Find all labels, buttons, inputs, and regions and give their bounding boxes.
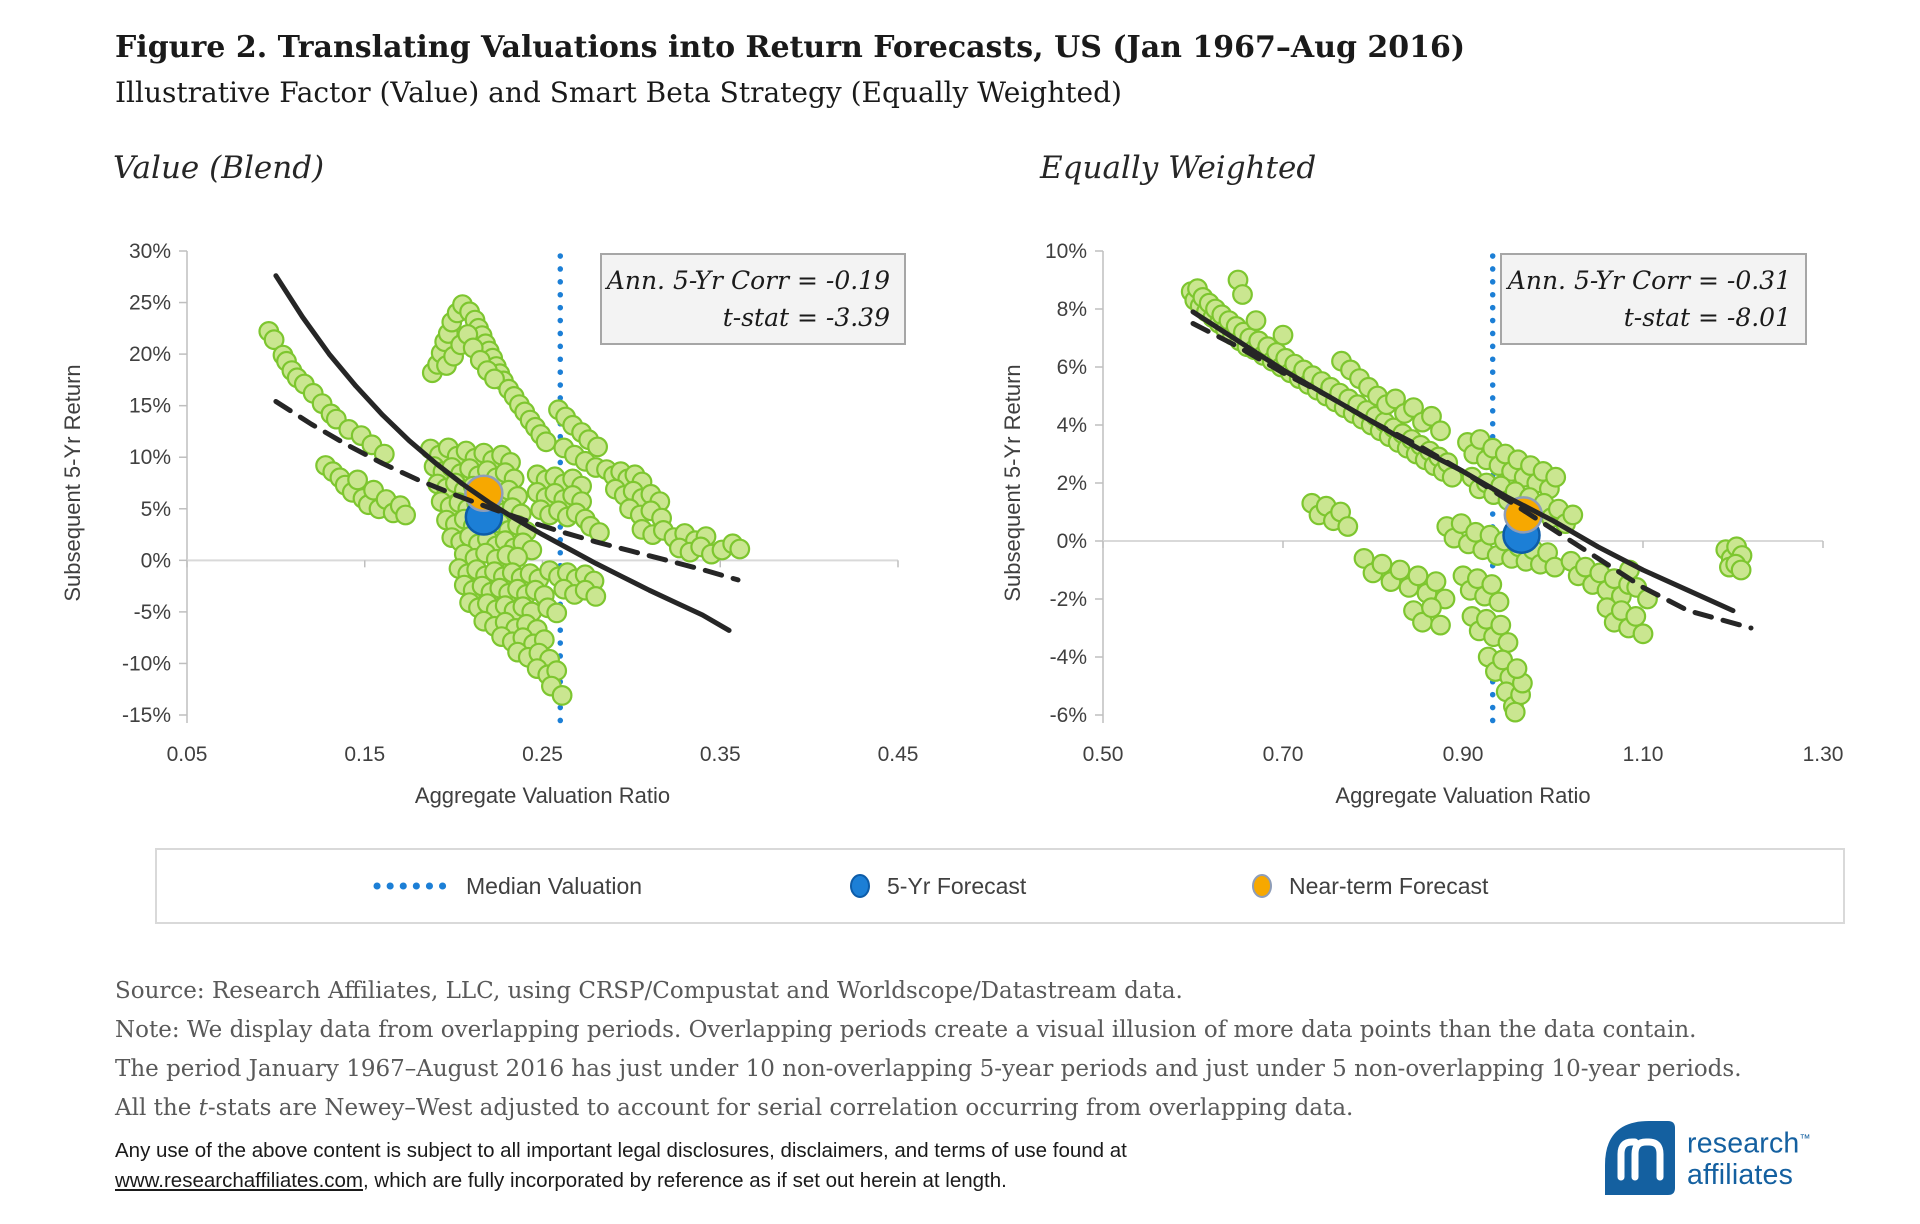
near-term-forecast-dot bbox=[464, 474, 504, 513]
axes: 10% 8% 6% 4% 2% 0% -2% -4% -6% 0.50 0.70 0.90 1.10 1.… bbox=[1000, 240, 1843, 808]
legend-item-median-valuation: Median Valuation bbox=[372, 850, 642, 922]
svg-text:30%: 30% bbox=[129, 240, 171, 263]
svg-text:0%: 0% bbox=[141, 549, 171, 572]
value-blend-scatter-chart: 30% 25% 20% 15% 10% 5% 0% -5% -10% -15% 0.05 0.15 0.… bbox=[60, 240, 918, 808]
source-notes: Source: Research Affiliates, LLC, using … bbox=[115, 972, 1742, 1128]
svg-text:1.30: 1.30 bbox=[1803, 743, 1844, 766]
svg-text:2%: 2% bbox=[1057, 472, 1087, 495]
svg-text:0.05: 0.05 bbox=[167, 743, 208, 766]
blue-dot-icon bbox=[850, 874, 870, 898]
legend-label: Median Valuation bbox=[466, 872, 643, 899]
svg-text:-5%: -5% bbox=[134, 601, 171, 624]
note-line: All the t-stats are Newey–West adjusted … bbox=[115, 1095, 1354, 1121]
svg-text:25%: 25% bbox=[129, 292, 171, 315]
logo-wordmark: research™ affiliates bbox=[1687, 1127, 1811, 1191]
trademark-symbol: ™ bbox=[1799, 1133, 1811, 1145]
legend-item-near-term-forecast: Near-term Forecast bbox=[1249, 850, 1488, 922]
chart-title-value-blend: Value (Blend) bbox=[113, 150, 325, 186]
chart-title-equally-weighted: Equally Weighted bbox=[1040, 150, 1317, 186]
legal-line: www.researchaffiliates.com, which are fu… bbox=[115, 1169, 1007, 1192]
svg-text:-6%: -6% bbox=[1050, 704, 1087, 727]
figure-title: Figure 2. Translating Valuations into Re… bbox=[115, 30, 1466, 65]
svg-text:-4%: -4% bbox=[1050, 646, 1087, 669]
research-affiliates-logo: research™ affiliates bbox=[1605, 1121, 1811, 1195]
note-line: Note: We display data from overlapping p… bbox=[115, 1017, 1697, 1043]
svg-text:0.45: 0.45 bbox=[878, 743, 919, 766]
correlation-stat: Ann. 5-Yr Corr = -0.31 bbox=[1507, 266, 1791, 295]
svg-text:4%: 4% bbox=[1057, 414, 1087, 437]
forecast-markers bbox=[1502, 496, 1544, 554]
svg-text:Aggregate Valuation Ratio: Aggregate Valuation Ratio bbox=[415, 783, 670, 808]
svg-text:Aggregate Valuation Ratio: Aggregate Valuation Ratio bbox=[1335, 783, 1590, 808]
legal-line: Any use of the above content is subject … bbox=[115, 1139, 1127, 1162]
svg-text:10%: 10% bbox=[1045, 240, 1087, 263]
legend-item-5yr-forecast: 5-Yr Forecast bbox=[847, 850, 1026, 922]
svg-text:0.70: 0.70 bbox=[1263, 743, 1304, 766]
svg-text:5%: 5% bbox=[141, 498, 171, 521]
svg-text:8%: 8% bbox=[1057, 298, 1087, 321]
legal-disclaimer: Any use of the above content is subject … bbox=[115, 1136, 1127, 1196]
svg-text:0.25: 0.25 bbox=[522, 743, 563, 766]
fit-curves bbox=[273, 273, 741, 633]
svg-text:6%: 6% bbox=[1057, 356, 1087, 379]
fit-curves bbox=[1190, 309, 1754, 631]
solid-fit-curve bbox=[273, 273, 732, 633]
ra-logo-icon bbox=[1605, 1121, 1675, 1195]
svg-text:-2%: -2% bbox=[1050, 588, 1087, 611]
svg-text:Subsequent 5-Yr Return: Subsequent 5-Yr Return bbox=[60, 364, 85, 601]
dotted-line-icon bbox=[373, 882, 451, 890]
t-stat: t-stat = -8.01 bbox=[1623, 303, 1791, 332]
svg-text:10%: 10% bbox=[129, 446, 171, 469]
t-stat: t-stat = -3.39 bbox=[722, 303, 890, 332]
svg-text:0.35: 0.35 bbox=[700, 743, 741, 766]
svg-text:0.90: 0.90 bbox=[1443, 743, 1484, 766]
annotation-box-equally-weighted: Ann. 5-Yr Corr = -0.31 t-stat = -8.01 bbox=[1500, 253, 1807, 345]
svg-text:Subsequent 5-Yr Return: Subsequent 5-Yr Return bbox=[1000, 364, 1025, 601]
source-line: Source: Research Affiliates, LLC, using … bbox=[115, 978, 1183, 1004]
legend-label: Near-term Forecast bbox=[1289, 872, 1489, 899]
svg-text:-10%: -10% bbox=[122, 652, 171, 675]
svg-text:0.15: 0.15 bbox=[344, 743, 385, 766]
dashed-fit-curve bbox=[273, 399, 741, 583]
annotation-box-value-blend: Ann. 5-Yr Corr = -0.19 t-stat = -3.39 bbox=[600, 253, 906, 345]
svg-text:15%: 15% bbox=[129, 395, 171, 418]
equally-weighted-scatter-chart: 10% 8% 6% 4% 2% 0% -2% -4% -6% 0.50 0.70 0.90 1.10 1.… bbox=[1000, 240, 1843, 808]
svg-text:20%: 20% bbox=[129, 343, 171, 366]
correlation-stat: Ann. 5-Yr Corr = -0.19 bbox=[606, 266, 890, 295]
svg-text:0.50: 0.50 bbox=[1083, 743, 1124, 766]
researchaffiliates-link[interactable]: www.researchaffiliates.com bbox=[115, 1169, 363, 1192]
svg-text:0%: 0% bbox=[1057, 530, 1087, 553]
axes: 30% 25% 20% 15% 10% 5% 0% -5% -10% -15% 0.05 0.15 0.… bbox=[60, 240, 918, 808]
orange-dot-icon bbox=[1252, 874, 1272, 898]
legend-label: 5-Yr Forecast bbox=[887, 872, 1027, 899]
svg-text:-15%: -15% bbox=[122, 704, 171, 727]
svg-text:1.10: 1.10 bbox=[1623, 743, 1664, 766]
figure-subtitle: Illustrative Factor (Value) and Smart Be… bbox=[115, 76, 1122, 109]
solid-fit-curve bbox=[1190, 309, 1736, 614]
legend: Median Valuation 5-Yr Forecast Near-term… bbox=[155, 848, 1845, 924]
note-line: The period January 1967–August 2016 has … bbox=[115, 1056, 1742, 1082]
